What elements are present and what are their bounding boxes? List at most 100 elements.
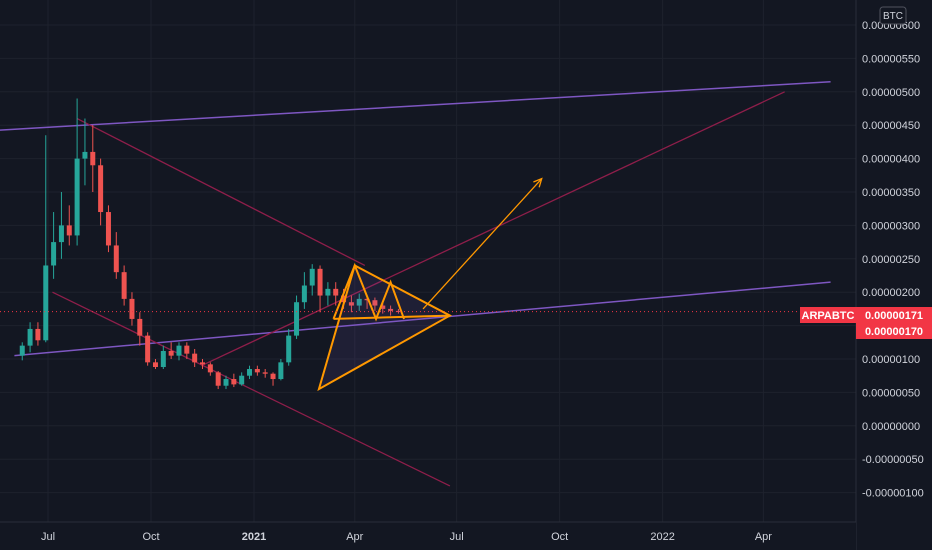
- candle-body: [98, 165, 104, 213]
- candle-body: [43, 265, 49, 341]
- candle: [98, 158, 104, 226]
- candle-body: [35, 328, 41, 341]
- candle-body: [152, 362, 158, 368]
- ref-price-tag: 0.00000170: [856, 323, 932, 339]
- candle-body: [356, 298, 362, 306]
- candle: [200, 359, 205, 370]
- candle: [254, 365, 260, 376]
- candle: [82, 118, 88, 186]
- candle-body: [192, 353, 198, 363]
- unit-label: BTC: [883, 11, 903, 22]
- candle: [388, 305, 394, 316]
- y-tick-label: 0.00000500: [862, 87, 920, 99]
- breakout-arrow-head: [533, 177, 543, 188]
- candle-body: [278, 362, 284, 380]
- candle-body: [82, 151, 88, 159]
- unit-badge[interactable]: BTC: [879, 6, 907, 25]
- last-price-tag: 0.00000171: [856, 307, 932, 323]
- candle: [395, 308, 401, 314]
- candle-body: [325, 288, 331, 296]
- triangle-base-line: [333, 314, 450, 320]
- rising-line: [201, 91, 785, 367]
- breakout-arrow-line: [422, 178, 543, 310]
- upper-channel-line: [0, 81, 831, 131]
- y-tick-label: 0.00000050: [862, 387, 920, 399]
- candle: [301, 272, 307, 309]
- candle-body: [395, 310, 401, 312]
- candle-body: [184, 345, 190, 354]
- candle: [309, 264, 315, 296]
- candle-body: [348, 302, 354, 306]
- candle-body: [341, 295, 347, 303]
- candle-body: [239, 375, 245, 385]
- candle-body: [19, 345, 25, 356]
- candle: [90, 125, 96, 192]
- x-tick-label: Jul: [450, 531, 464, 543]
- candle-body: [262, 372, 268, 374]
- candle-body: [317, 268, 323, 296]
- y-tick-label: 0.00000250: [862, 254, 920, 266]
- symbol-price-tag[interactable]: ARPABTC: [800, 307, 856, 323]
- candle-body: [66, 225, 72, 236]
- candle: [215, 371, 221, 390]
- x-tick-label: Apr: [346, 531, 363, 543]
- candle-body: [333, 288, 339, 296]
- candle-body: [121, 272, 127, 299]
- candle: [176, 342, 182, 361]
- candle-body: [372, 300, 378, 306]
- symbol-label: ARPABTC: [802, 310, 855, 322]
- candle: [145, 332, 151, 366]
- candle-body: [388, 308, 394, 311]
- drawings-foreground[interactable]: [317, 177, 543, 392]
- candle: [372, 297, 378, 311]
- candle-body: [145, 335, 151, 363]
- candle: [192, 348, 198, 368]
- price-axis[interactable]: 0.000006000.000005500.000005000.00000450…: [855, 0, 932, 550]
- x-tick-label: 2022: [650, 531, 674, 543]
- candle: [278, 359, 284, 381]
- candle-body: [58, 225, 64, 243]
- x-tick-label: Jul: [41, 531, 55, 543]
- y-tick-label: 0.00000100: [862, 354, 920, 366]
- candle: [207, 362, 213, 376]
- candle-body: [380, 305, 386, 309]
- candle-body: [231, 379, 237, 385]
- y-tick-label: -0.00000050: [862, 454, 924, 466]
- candle-body: [301, 285, 307, 303]
- candle: [184, 342, 190, 359]
- candle: [35, 322, 41, 346]
- candle-body: [270, 373, 276, 380]
- y-tick-label: 0.00000300: [862, 220, 920, 232]
- grid-lines: [0, 0, 856, 522]
- candle: [270, 372, 276, 386]
- candle-body: [223, 379, 229, 386]
- candle: [121, 265, 127, 306]
- x-tick-label: Oct: [142, 531, 159, 543]
- candle: [152, 359, 158, 370]
- candle: [348, 295, 354, 313]
- descending-line-lower: [52, 291, 451, 487]
- y-tick-label: 0.00000200: [862, 287, 920, 299]
- candle: [286, 328, 292, 366]
- candle: [27, 322, 33, 353]
- candle-body: [364, 298, 370, 301]
- candle-body: [254, 369, 260, 373]
- x-tick-label: 2021: [242, 531, 266, 543]
- last-price-label: 0.00000171: [865, 310, 923, 322]
- y-tick-label: 0.00000450: [862, 120, 920, 132]
- candle: [137, 312, 143, 346]
- lower-channel-line: [14, 281, 831, 357]
- candle: [58, 192, 64, 259]
- candle: [113, 232, 119, 279]
- time-axis[interactable]: Jul Oct 2021 Apr Jul Oct 2022 Apr: [0, 521, 856, 550]
- candle-body: [294, 302, 300, 336]
- candle: [231, 373, 237, 388]
- y-tick-label: 0.00000350: [862, 187, 920, 199]
- ref-price-label: 0.00000170: [865, 326, 923, 338]
- candle-body: [200, 362, 205, 365]
- y-tick-label: 0.00000400: [862, 154, 920, 166]
- x-tick-label: Apr: [755, 531, 772, 543]
- candle-body: [74, 158, 80, 236]
